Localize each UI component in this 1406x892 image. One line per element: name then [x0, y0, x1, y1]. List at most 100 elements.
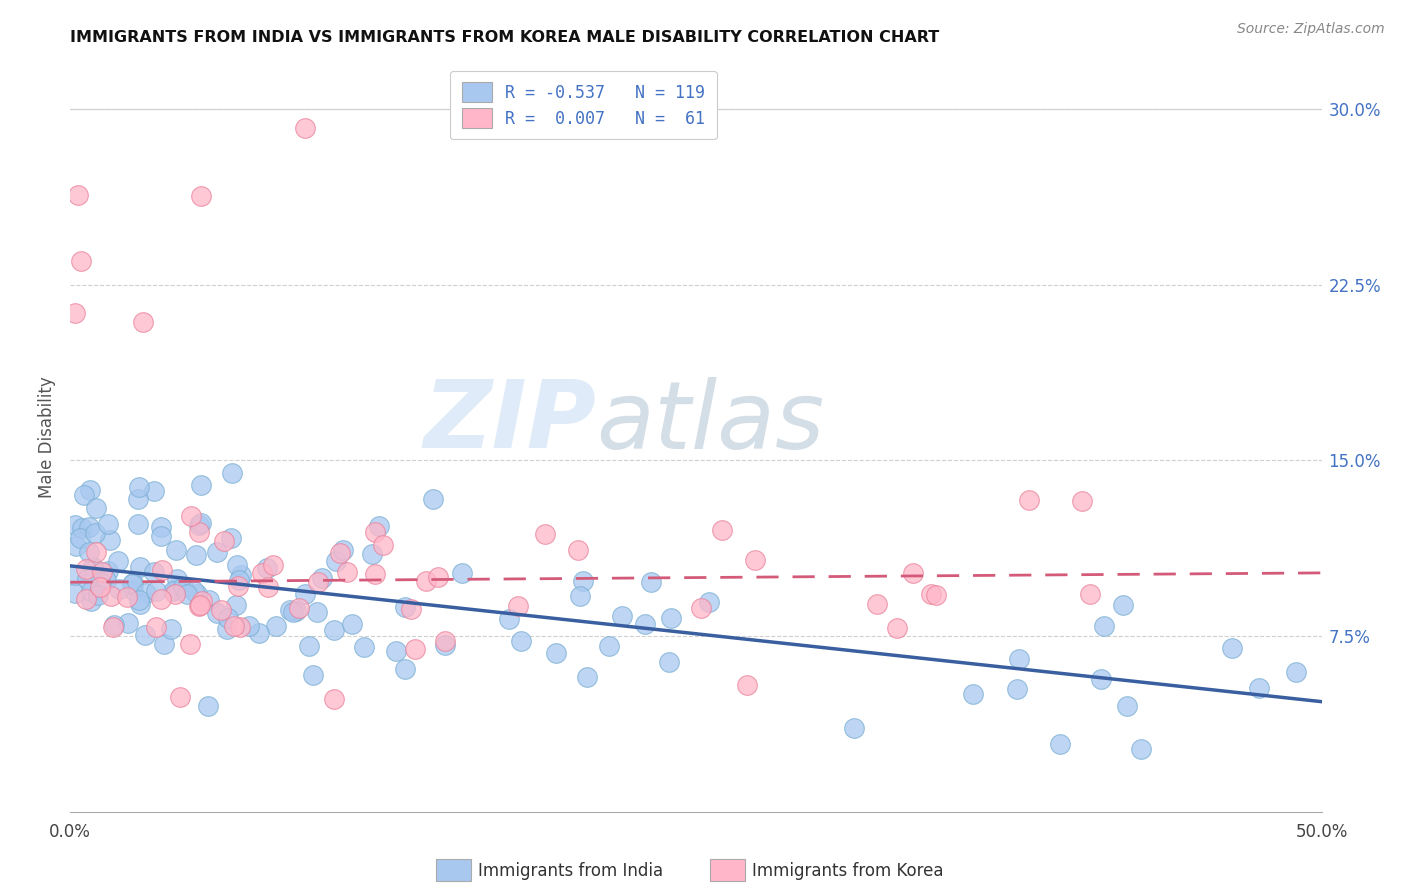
Point [187, 599, 209, 613]
Point [371, 538, 394, 552]
Point [335, 565, 357, 579]
Point [422, 491, 444, 506]
Point [150, 529, 173, 543]
Point [190, 593, 212, 607]
Point [1116, 698, 1139, 713]
Point [79, 483, 101, 497]
Point [188, 518, 211, 533]
Point [364, 525, 387, 540]
Point [128, 593, 150, 607]
Point [294, 121, 316, 136]
Point [229, 620, 252, 634]
Point [122, 576, 145, 591]
Point [197, 593, 219, 607]
Point [640, 574, 662, 589]
Point [546, 647, 568, 661]
Point [332, 543, 354, 558]
Point [1049, 738, 1071, 752]
Point [97, 517, 120, 532]
Point [215, 622, 238, 636]
Text: ZIP: ZIP [423, 376, 596, 468]
Text: Immigrants from India: Immigrants from India [478, 862, 664, 880]
Point [534, 526, 557, 541]
Point [135, 586, 157, 600]
Point [122, 582, 145, 597]
Point [77, 545, 100, 559]
Point [229, 568, 252, 582]
Point [567, 543, 589, 558]
Point [70, 253, 93, 268]
Text: IMMIGRANTS FROM INDIA VS IMMIGRANTS FROM KOREA MALE DISABILITY CORRELATION CHART: IMMIGRANTS FROM INDIA VS IMMIGRANTS FROM… [70, 29, 939, 45]
Point [149, 520, 172, 534]
Point [1018, 492, 1040, 507]
Point [659, 611, 682, 625]
Point [510, 633, 533, 648]
Point [690, 600, 713, 615]
Point [323, 692, 346, 706]
Point [658, 656, 681, 670]
Point [311, 571, 333, 585]
Point [169, 690, 191, 704]
Text: Immigrants from Korea: Immigrants from Korea [752, 862, 943, 880]
Point [160, 622, 183, 636]
Point [1129, 742, 1152, 756]
Point [97, 564, 120, 578]
Point [451, 566, 474, 581]
Point [98, 533, 121, 548]
Point [434, 634, 457, 648]
Point [107, 554, 129, 568]
Point [103, 617, 125, 632]
Point [329, 546, 352, 560]
Point [172, 581, 194, 595]
Text: Source: ZipAtlas.com: Source: ZipAtlas.com [1237, 22, 1385, 37]
Point [89, 581, 111, 595]
Point [1112, 598, 1135, 612]
Point [73, 488, 96, 502]
Point [70, 521, 93, 535]
Point [256, 561, 278, 575]
Point [75, 562, 97, 576]
Point [1220, 641, 1243, 656]
Point [307, 575, 329, 590]
Point [121, 576, 143, 591]
Point [285, 604, 308, 618]
Point [65, 540, 87, 554]
Point [598, 640, 620, 654]
Point [426, 570, 449, 584]
Point [107, 582, 129, 596]
Point [149, 591, 172, 606]
Point [145, 619, 167, 633]
Point [1249, 681, 1271, 695]
Point [920, 587, 942, 601]
Point [212, 534, 235, 549]
Point [101, 620, 124, 634]
Point [250, 566, 273, 581]
Point [364, 567, 387, 582]
Point [368, 518, 391, 533]
Point [65, 517, 87, 532]
Point [228, 573, 250, 587]
Point [394, 600, 416, 615]
Point [129, 597, 152, 611]
Point [262, 558, 284, 573]
Point [150, 563, 173, 577]
Point [84, 501, 107, 516]
Point [1090, 672, 1112, 686]
Point [307, 605, 329, 619]
Point [634, 617, 657, 632]
Point [221, 467, 243, 481]
Point [866, 597, 889, 611]
Point [66, 187, 89, 202]
Point [1070, 494, 1092, 508]
Point [571, 574, 593, 589]
Point [79, 594, 101, 608]
Point [340, 617, 363, 632]
Point [225, 558, 247, 572]
Point [188, 525, 211, 540]
Point [361, 547, 384, 561]
Point [434, 638, 457, 652]
Point [190, 189, 212, 203]
Point [394, 662, 416, 676]
Point [179, 637, 201, 651]
Point [288, 600, 311, 615]
